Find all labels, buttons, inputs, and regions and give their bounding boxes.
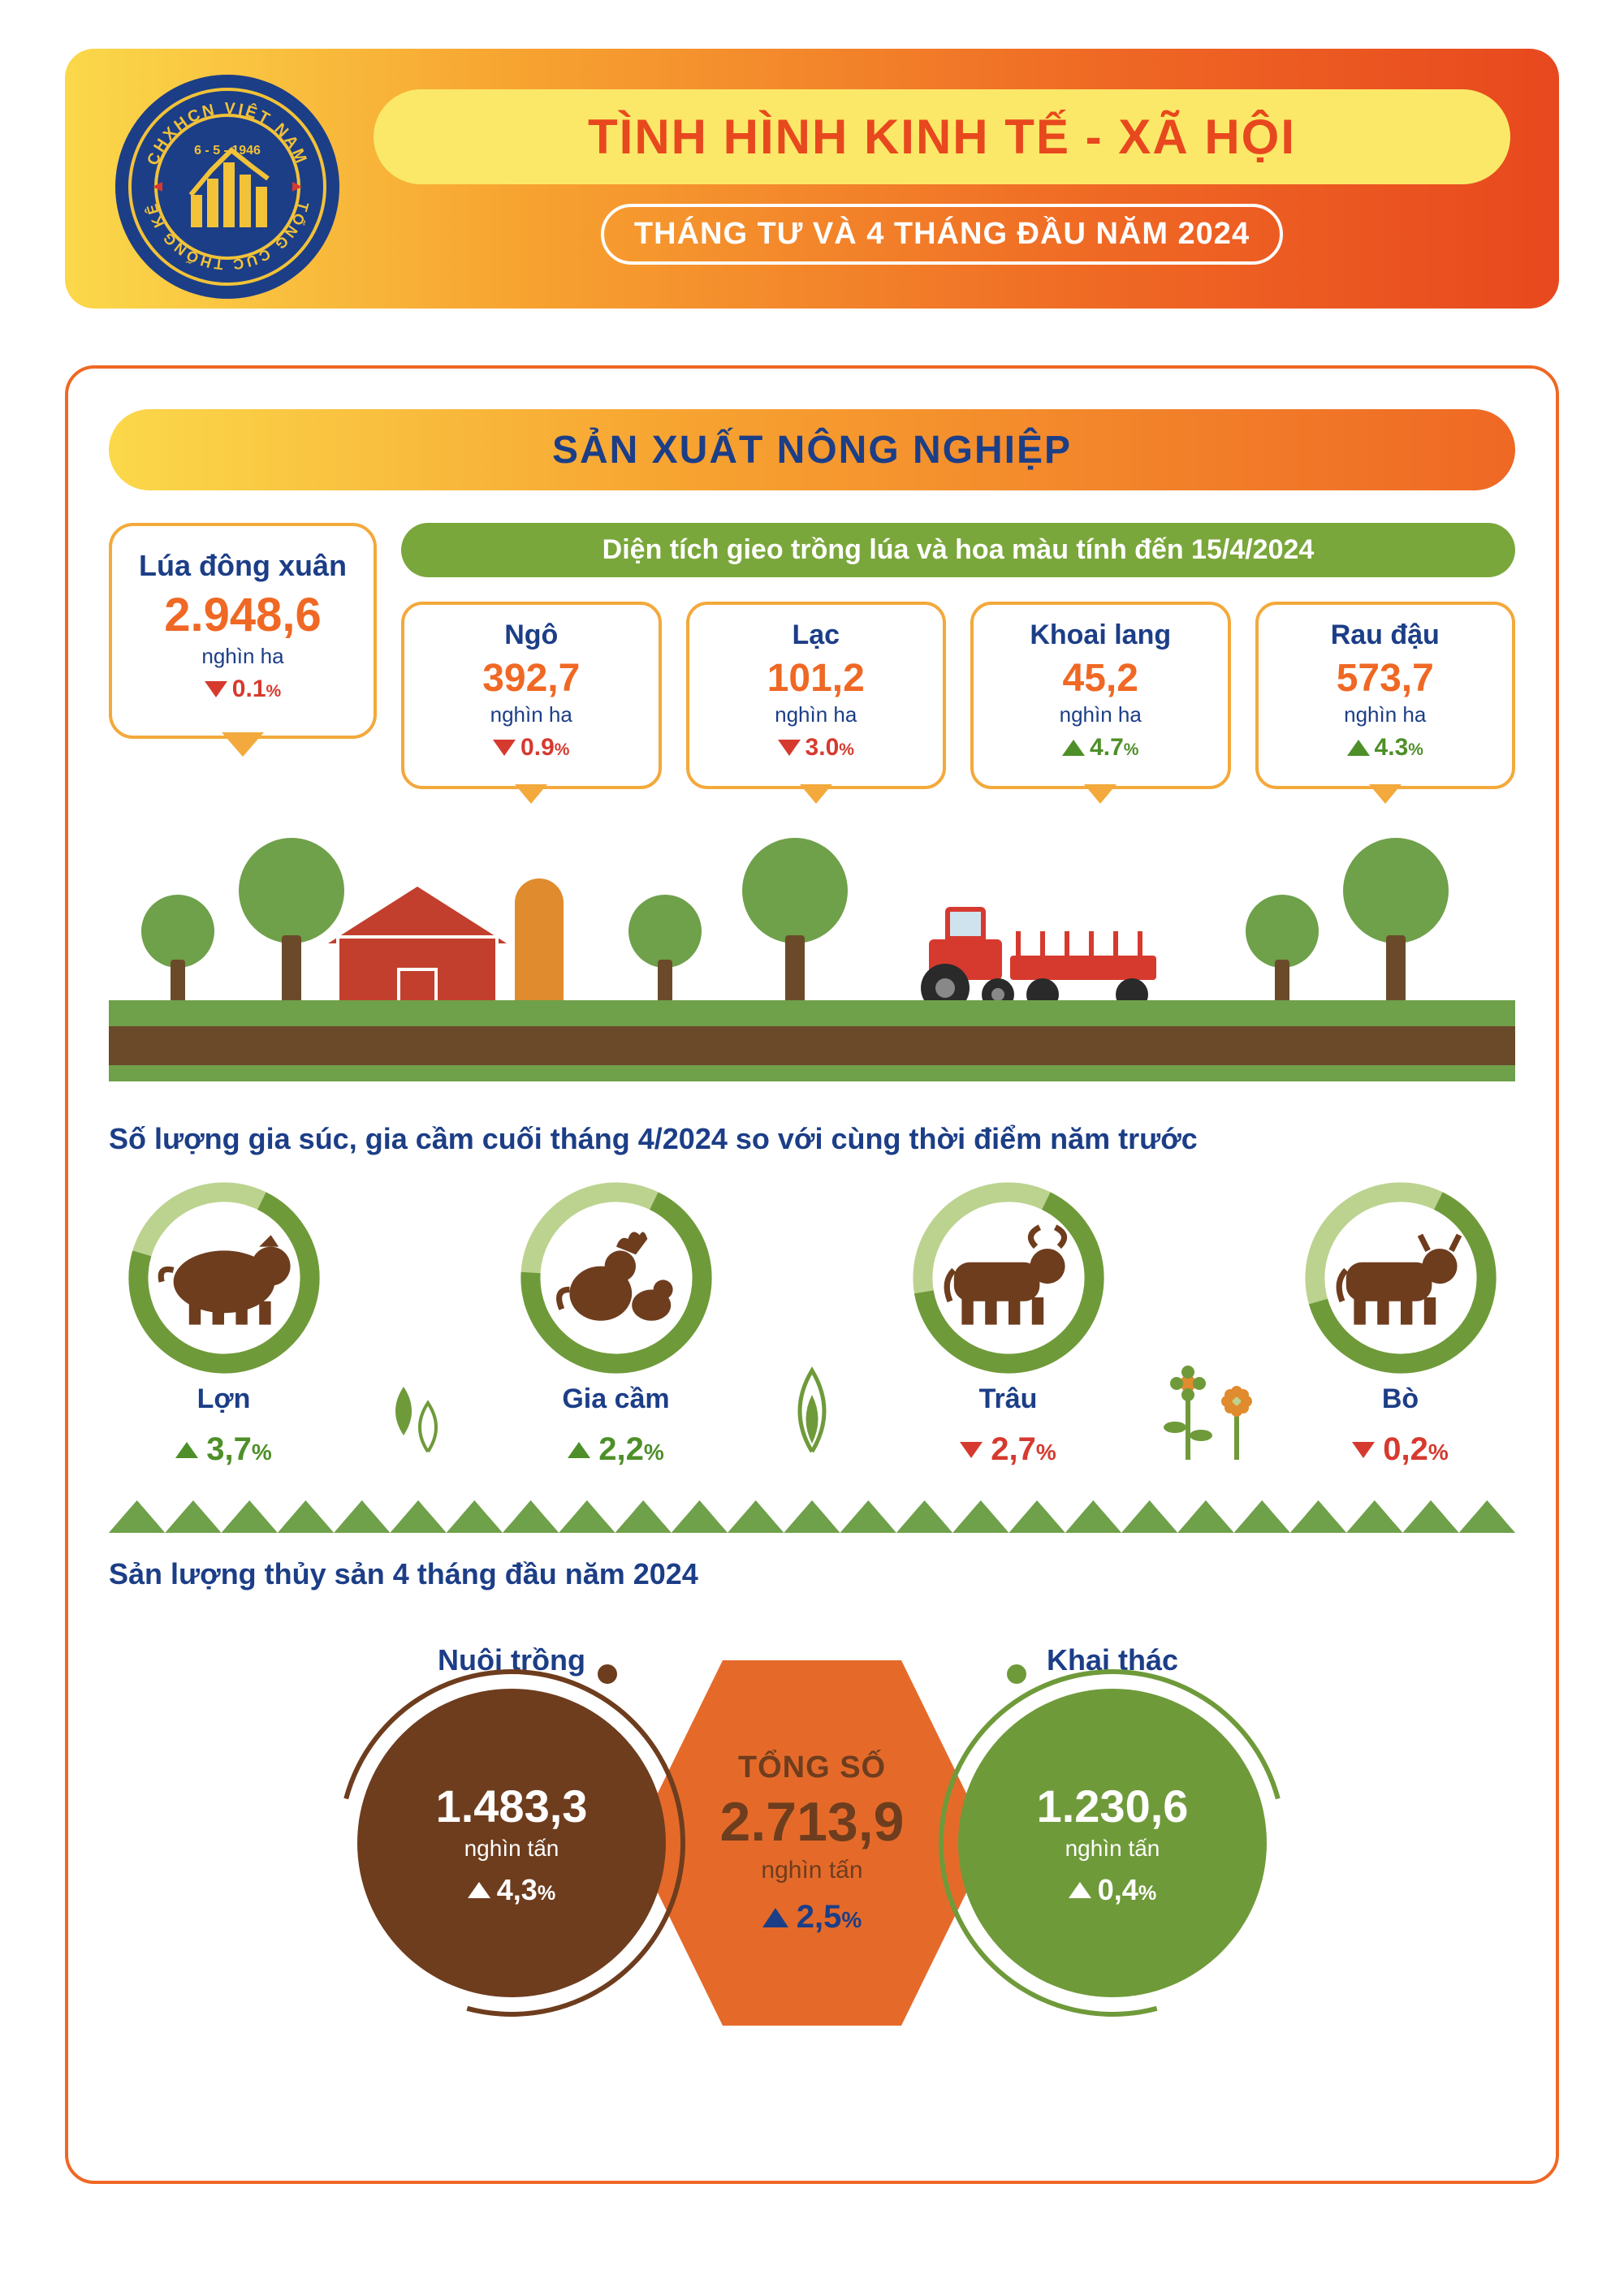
stat-ring	[519, 1180, 714, 1375]
up-triangle-icon	[568, 1442, 590, 1458]
tractor-icon	[921, 899, 1181, 1016]
animal-box-buffalo: Trâu 2,7%	[893, 1180, 1123, 1468]
crop-change: 4.3%	[1267, 734, 1505, 762]
livestock-header: Số lượng gia súc, gia cầm cuối tháng 4/2…	[109, 1122, 1515, 1156]
animal-box-cow: Bò 0,2%	[1285, 1180, 1515, 1468]
animal-change: 0,2%	[1285, 1431, 1515, 1468]
crop-value: 45,2	[982, 656, 1220, 701]
tree-icon	[628, 895, 702, 1016]
animal-label: Lợn	[109, 1383, 339, 1415]
crop-row: Ngô 392,7 nghìn ha 0.9% Lạc 101,2 nghìn …	[401, 602, 1515, 789]
crop-unit: nghìn ha	[982, 702, 1220, 727]
tree-icon	[239, 838, 344, 1016]
page-title: TÌNH HÌNH KINH TẾ - XÃ HỘI	[422, 109, 1462, 165]
down-triangle-icon	[1352, 1442, 1375, 1458]
barn-icon	[336, 895, 499, 1016]
aqua-total-label: TỔNG SỐ	[720, 1750, 905, 1785]
leaf-icon	[763, 1354, 861, 1468]
page-subtitle: THÁNG TƯ VÀ 4 THÁNG ĐẦU NĂM 2024	[634, 217, 1250, 251]
down-triangle-icon	[960, 1442, 983, 1458]
up-triangle-icon	[1062, 740, 1085, 756]
up-triangle-icon	[175, 1442, 198, 1458]
animal-change: 2,2%	[501, 1431, 731, 1468]
crop-unit: nghìn ha	[1267, 702, 1505, 727]
section-title: SẢN XUẤT NÔNG NGHIỆP	[552, 428, 1072, 473]
crop-bubble: Lạc 101,2 nghìn ha 3.0%	[686, 602, 947, 789]
main-panel: SẢN XUẤT NÔNG NGHIỆP Lúa đông xuân 2.948…	[65, 365, 1559, 2184]
aqua-circle-left: 1.483,3 nghìn tấn 4,3%	[357, 1689, 666, 1997]
crop-bubble: Khoai lang 45,2 nghìn ha 4.7%	[970, 602, 1231, 789]
crop-name: Ngô	[412, 619, 650, 651]
crops-area: Lúa đông xuân 2.948,6 nghìn ha 0.1% Diện…	[109, 523, 1515, 789]
crop-value: 392,7	[412, 656, 650, 701]
crop-name: Lạc	[698, 619, 935, 651]
crop-bubble: Rau đậu 573,7 nghìn ha 4.3%	[1255, 602, 1516, 789]
tree-icon	[742, 838, 848, 1016]
crop-name: Lúa đông xuân	[125, 549, 361, 583]
up-triangle-icon	[1347, 740, 1370, 756]
animal-label: Gia cầm	[501, 1383, 731, 1415]
animal-box-pig: Lợn 3,7%	[109, 1180, 339, 1468]
flower-icon	[1155, 1338, 1253, 1468]
aqua-header: Sản lượng thủy sản 4 tháng đầu năm 2024	[109, 1557, 1515, 1591]
ring-dot-icon	[598, 1664, 617, 1684]
crop-change: 0.1%	[125, 675, 361, 703]
leaf-icon	[371, 1370, 469, 1468]
aqua-circle-right: 1.230,6 nghìn tấn 0,4%	[958, 1689, 1267, 1997]
ring-dot-icon	[1007, 1664, 1026, 1684]
crop-bubble: Ngô 392,7 nghìn ha 0.9%	[401, 602, 662, 789]
tree-icon	[1343, 838, 1449, 1016]
crop-value: 2.948,6	[125, 588, 361, 642]
crop-unit: nghìn ha	[412, 702, 650, 727]
header-banner: CHXHCN VIỆT NAM TỔNG CỤC THỐNG KÊ 6 - 5 …	[65, 49, 1559, 309]
crop-name: Rau đậu	[1267, 619, 1505, 651]
stat-ring	[911, 1180, 1106, 1375]
animal-change: 3,7%	[109, 1431, 339, 1468]
crop-unit: nghìn ha	[698, 702, 935, 727]
animal-label: Trâu	[893, 1383, 1123, 1415]
subtitle-pill: THÁNG TƯ VÀ 4 THÁNG ĐẦU NĂM 2024	[601, 204, 1283, 265]
title-pill: TÌNH HÌNH KINH TẾ - XÃ HỘI	[374, 89, 1510, 184]
farm-scene	[109, 846, 1515, 1081]
crop-bubble-lead: Lúa đông xuân 2.948,6 nghìn ha 0.1%	[109, 523, 377, 739]
tree-icon	[1246, 895, 1319, 1016]
animal-box-poultry: Gia cầm 2,2%	[501, 1180, 731, 1468]
crop-change: 4.7%	[982, 734, 1220, 762]
animal-change: 2,7%	[893, 1431, 1123, 1468]
crops-right: Diện tích gieo trồng lúa và hoa màu tính…	[401, 523, 1515, 789]
silo-icon	[515, 878, 564, 1016]
stat-ring	[1303, 1180, 1498, 1375]
animal-label: Bò	[1285, 1383, 1515, 1415]
down-triangle-icon	[778, 740, 801, 756]
livestock-row: Lợn 3,7%	[109, 1180, 1515, 1468]
tree-icon	[141, 895, 214, 1016]
crop-value: 573,7	[1267, 656, 1505, 701]
aqua-hexagon: TỔNG SỐ 2.713,9 nghìn tấn 2,5%	[633, 1640, 991, 2046]
aqua-total-unit: nghìn tấn	[720, 1857, 905, 1884]
page-root: CHXHCN VIỆT NAM TỔNG CỤC THỐNG KÊ 6 - 5 …	[0, 0, 1624, 2296]
crop-unit: nghìn ha	[125, 644, 361, 669]
crop-value: 101,2	[698, 656, 935, 701]
aqua-total-change: 2,5%	[720, 1899, 905, 1936]
logo-seal: CHXHCN VIỆT NAM TỔNG CỤC THỐNG KÊ 6 - 5 …	[114, 73, 341, 300]
aqua-row: Nuôi trồng 1.483,3 nghìn tấn 4,3% TỔNG S…	[109, 1632, 1515, 2054]
ground	[109, 1000, 1515, 1081]
up-triangle-icon	[762, 1908, 788, 1927]
down-triangle-icon	[493, 740, 516, 756]
crop-change: 0.9%	[412, 734, 650, 762]
aqua-total-value: 2.713,9	[720, 1790, 905, 1854]
crop-name: Khoai lang	[982, 619, 1220, 651]
down-triangle-icon	[205, 681, 227, 697]
crops-banner: Diện tích gieo trồng lúa và hoa màu tính…	[401, 523, 1515, 577]
aqua-left: Nuôi trồng 1.483,3 nghìn tấn 4,3%	[357, 1689, 666, 1997]
aqua-right: Khai thác 1.230,6 nghìn tấn 0,4%	[958, 1689, 1267, 1997]
stat-ring	[127, 1180, 322, 1375]
section-title-pill: SẢN XUẤT NÔNG NGHIỆP	[109, 409, 1515, 490]
logo-center-text: 6 - 5 - 1946	[194, 144, 261, 158]
gso-logo-icon: CHXHCN VIỆT NAM TỔNG CỤC THỐNG KÊ 6 - 5 …	[114, 73, 341, 300]
grass-divider	[109, 1500, 1515, 1533]
crop-change: 3.0%	[698, 734, 935, 762]
